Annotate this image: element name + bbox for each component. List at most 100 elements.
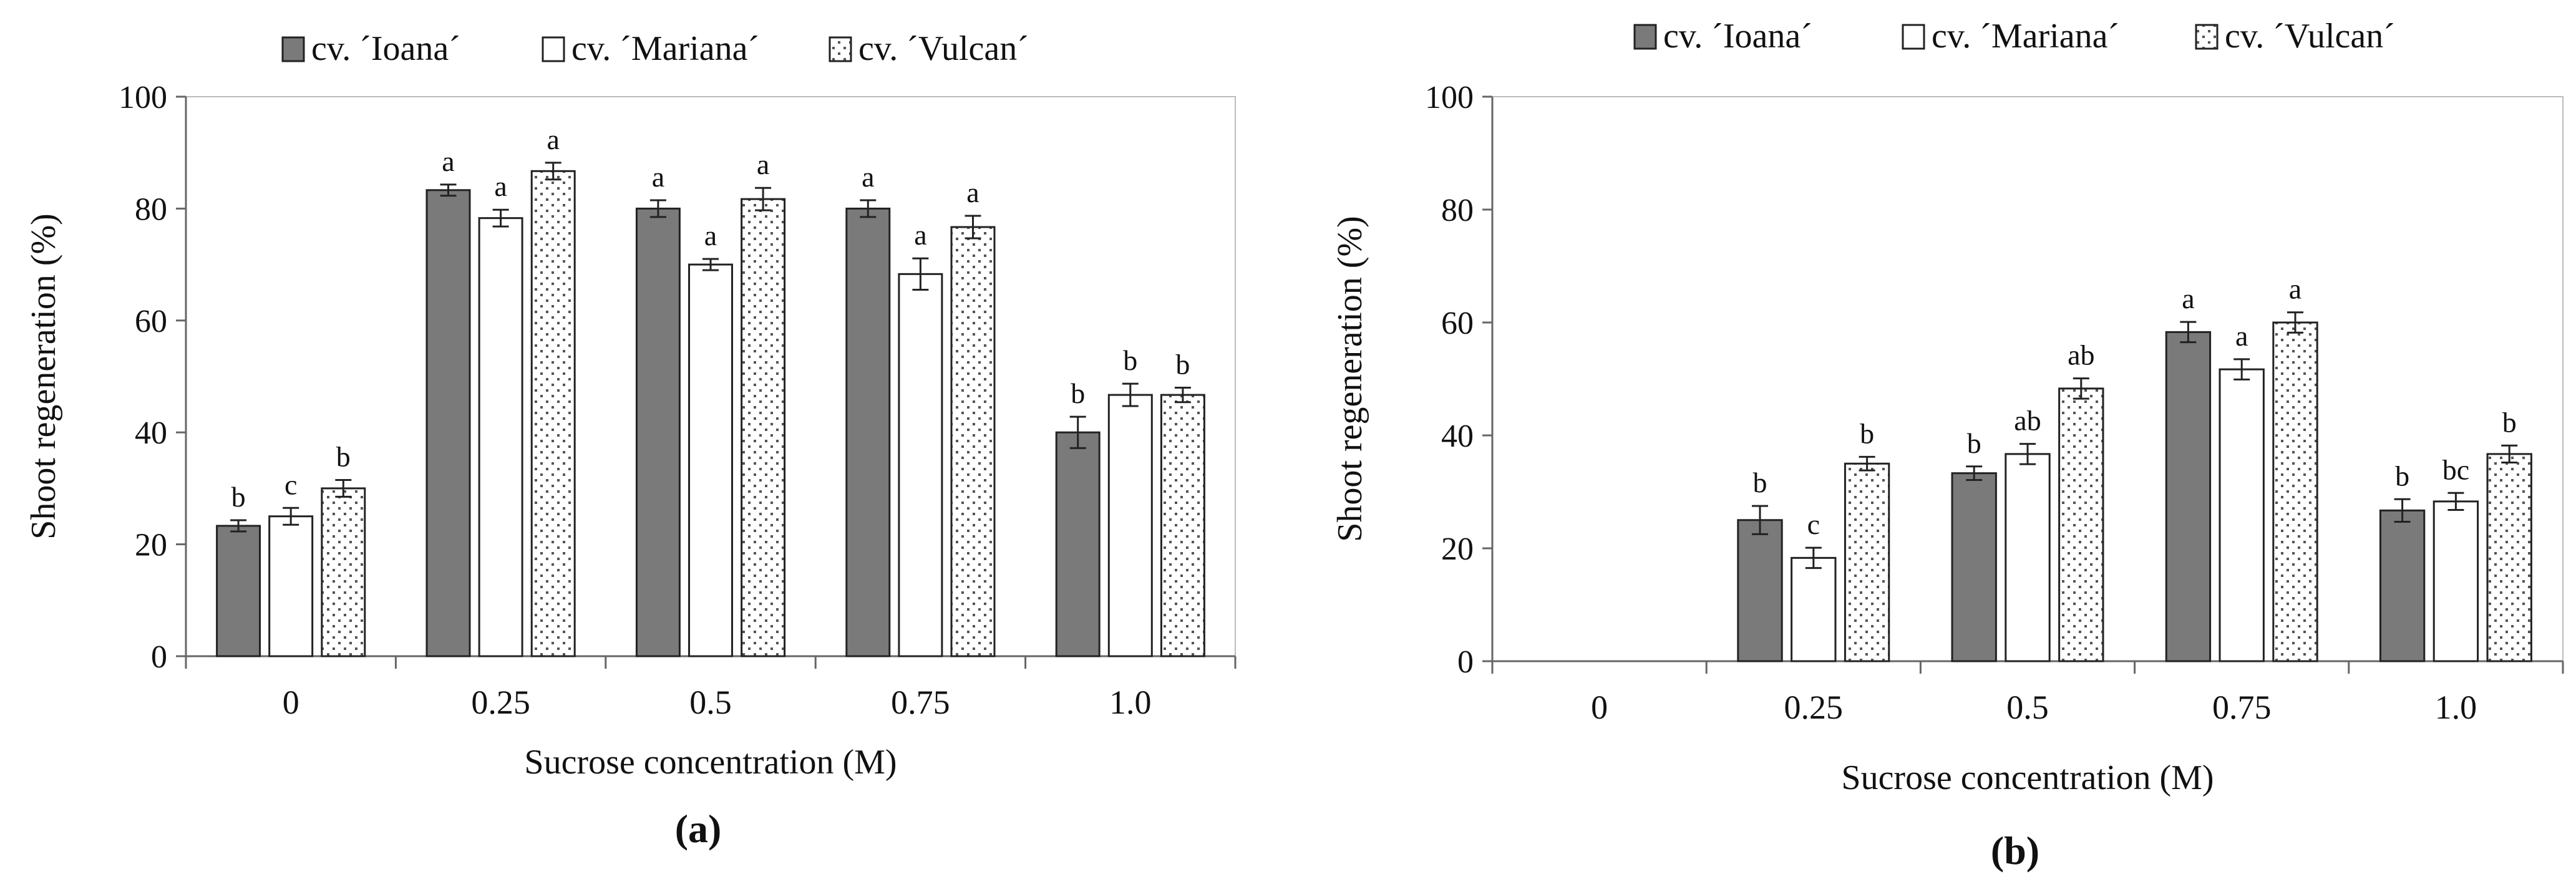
bar-ioana xyxy=(216,525,261,657)
bar-mariana xyxy=(688,263,733,657)
bar-mariana xyxy=(478,217,523,657)
significance-label: a xyxy=(914,219,926,251)
bar-ioana xyxy=(2379,509,2426,662)
y-tick-label: 60 xyxy=(135,304,167,339)
significance-label: b xyxy=(1123,344,1137,376)
significance-label: a xyxy=(494,170,507,202)
y-tick-label: 0 xyxy=(1457,644,1474,680)
significance-label: ab xyxy=(2068,339,2094,371)
legend-swatch-mariana xyxy=(542,36,565,62)
legend-label-mariana: cv. ´Mariana´ xyxy=(571,29,759,68)
x-tick-label: 1.0 xyxy=(2435,689,2477,726)
y-tick-label: 80 xyxy=(135,191,167,227)
y-axis-title: Shoot regeneration (%) xyxy=(24,213,63,539)
significance-label: a xyxy=(966,177,979,208)
x-tick-label: 0.75 xyxy=(891,684,950,721)
bar-ioana xyxy=(1737,519,1783,662)
bar-vulcan xyxy=(530,170,576,657)
significance-label: a xyxy=(862,161,874,193)
significance-label: b xyxy=(1967,427,1981,459)
x-tick-label: 0 xyxy=(1591,689,1608,726)
x-tick-label: 0.25 xyxy=(471,684,530,721)
bar-mariana xyxy=(2219,368,2265,662)
bar-ioana xyxy=(2165,331,2212,662)
significance-label: b xyxy=(1860,417,1874,449)
x-tick-label: 1.0 xyxy=(1109,684,1152,721)
significance-label: b xyxy=(1175,348,1190,380)
significance-label: a xyxy=(2182,283,2194,314)
bar-ioana xyxy=(845,207,891,657)
bar-ioana xyxy=(635,207,681,657)
bar-vulcan xyxy=(321,487,366,657)
legend: cv. ´Ioana´ cv. ´Mariana´ cv. ´Vulcan´ xyxy=(281,29,1029,68)
chart-panel-a: 0 20 40 60 80 100 0 b c b 0.25 a a a 0.5 a a a 0.75 a a a 1.0 b… xyxy=(24,29,1237,851)
bar-ioana xyxy=(1055,431,1101,657)
significance-label: a xyxy=(652,161,664,193)
x-tick-label: 0.5 xyxy=(689,684,732,721)
y-tick-label: 20 xyxy=(1441,531,1474,567)
bar-mariana xyxy=(268,515,314,657)
significance-label: a xyxy=(704,220,717,251)
legend-label-mariana: cv. ´Mariana´ xyxy=(1932,17,2119,56)
significance-label: a xyxy=(2289,273,2301,305)
bar-ioana xyxy=(425,189,471,657)
significance-label: a xyxy=(547,124,559,155)
x-tick-label: 0.75 xyxy=(2212,689,2272,726)
y-tick-label: 100 xyxy=(119,80,167,115)
significance-label: bc xyxy=(2442,453,2469,485)
legend-swatch-ioana xyxy=(1633,24,1657,50)
bar-vulcan xyxy=(2272,321,2318,662)
y-axis-title: Shoot regeneration (%) xyxy=(1331,216,1369,541)
significance-label: c xyxy=(1807,508,1820,540)
significance-label: b xyxy=(231,481,246,513)
legend-label-vulcan: cv. ´Vulcan´ xyxy=(858,29,1029,68)
significance-label: a xyxy=(2235,320,2248,352)
legend-swatch-vulcan xyxy=(829,36,852,62)
legend-swatch-mariana xyxy=(1902,24,1925,50)
legend-label-vulcan: cv. ´Vulcan´ xyxy=(2225,17,2395,56)
bar-vulcan xyxy=(741,198,786,657)
y-tick-label: 40 xyxy=(135,415,167,451)
significance-label: b xyxy=(336,440,351,472)
y-tick-label: 40 xyxy=(1441,419,1474,454)
bar-vulcan xyxy=(1160,394,1205,657)
x-axis-title: Sucrose concentration (M) xyxy=(1841,759,2214,797)
x-tick-label: 0.5 xyxy=(2006,689,2049,726)
bar-mariana xyxy=(1107,394,1153,657)
significance-label: b xyxy=(1753,467,1767,498)
y-tick-label: 20 xyxy=(135,528,167,563)
y-tick-label: 60 xyxy=(1441,306,1474,341)
significance-label: b xyxy=(2395,460,2409,492)
legend-swatch-ioana xyxy=(281,36,305,62)
bar-vulcan xyxy=(2486,453,2532,662)
panel-label: (a) xyxy=(675,807,722,851)
x-tick-label: 0 xyxy=(283,684,299,721)
y-tick-label: 100 xyxy=(1425,80,1474,115)
panel-label: (b) xyxy=(1991,828,2039,873)
bar-mariana xyxy=(898,273,943,657)
significance-label: b xyxy=(2502,406,2517,438)
bar-vulcan xyxy=(2058,387,2104,662)
bar-mariana xyxy=(2005,453,2051,662)
legend-label-ioana: cv. ´Ioana´ xyxy=(1663,17,1812,56)
y-tick-label: 80 xyxy=(1441,193,1474,228)
bar-mariana xyxy=(1791,556,1837,662)
significance-label: a xyxy=(757,148,769,180)
x-axis-title: Sucrose concentration (M) xyxy=(524,743,897,782)
bar-vulcan xyxy=(950,226,996,657)
significance-label: b xyxy=(1071,377,1085,409)
legend: cv. ´Ioana´ cv. ´Mariana´ cv. ´Vulcan´ xyxy=(1633,17,2395,56)
bar-vulcan xyxy=(1844,462,1890,662)
significance-label: ab xyxy=(2014,405,2041,437)
significance-label: c xyxy=(284,468,297,500)
legend-swatch-vulcan xyxy=(2195,24,2219,50)
x-tick-label: 0.25 xyxy=(1784,689,1844,726)
significance-label: a xyxy=(442,145,454,177)
bar-ioana xyxy=(1951,472,1997,662)
bar-mariana xyxy=(2433,500,2479,662)
legend-label-ioana: cv. ´Ioana´ xyxy=(311,29,460,68)
y-tick-label: 0 xyxy=(151,639,167,675)
